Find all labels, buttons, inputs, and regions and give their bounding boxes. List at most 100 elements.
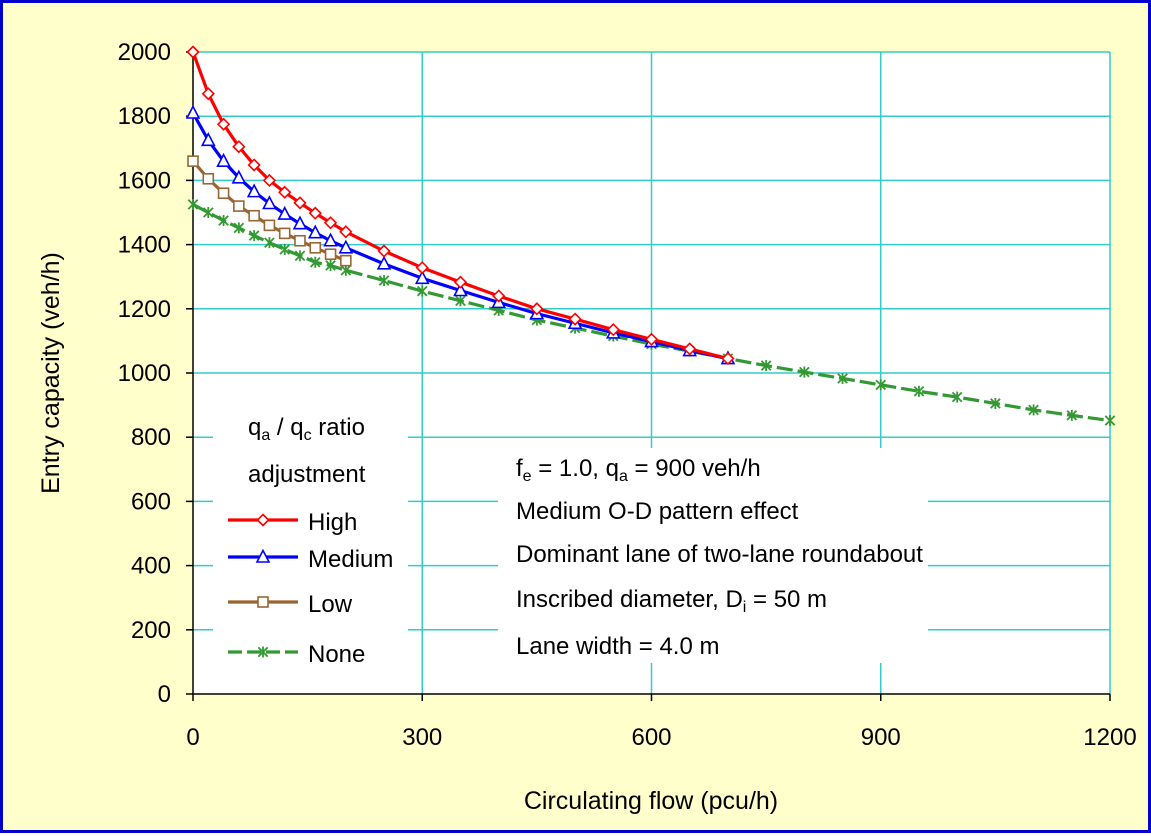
text-part: f (516, 455, 523, 482)
x-axis-label: Circulating flow (pcu/h) (524, 787, 778, 815)
subscript-text: c (304, 427, 312, 444)
subscript-text: i (743, 599, 747, 616)
star-marker (951, 391, 963, 403)
legend-item-high: High (228, 509, 357, 536)
diamond-marker (232, 140, 246, 154)
diamond-marker (339, 225, 353, 239)
diamond-marker (568, 312, 582, 326)
star-marker (990, 397, 1001, 409)
diamond-marker (186, 45, 200, 59)
star-marker (340, 264, 352, 276)
diamond-marker (377, 244, 391, 258)
annotation-line: Inscribed diameter, Di = 50 m (516, 586, 827, 616)
y-axis-ticks: 0 200 400 600 800 1000 1200 1400 1600 1800 2000 (118, 39, 193, 708)
triangle-marker (414, 270, 430, 285)
legend-title-line2: adjustment (248, 461, 366, 488)
y-tick-label: 2000 (118, 39, 171, 66)
text-part: Dominant lane of two-lane roundabout (516, 541, 923, 568)
triangle-marker (255, 548, 271, 563)
annotations: fe = 1.0, qa = 900 veh/h Medium O-D patte… (516, 455, 923, 660)
y-axis-label: Entry capacity (veh/h) (37, 252, 65, 494)
subscript-text: a (261, 427, 270, 444)
triangle-marker (246, 183, 262, 198)
y-tick-label: 1800 (118, 103, 171, 130)
star-marker (1104, 415, 1116, 427)
triangle-marker (262, 195, 277, 210)
series-low (187, 155, 352, 267)
chart-svg: 0 300 600 900 1200 0 200 400 600 800 1000 1200 1400… (37, 39, 1137, 815)
diamond-marker (721, 351, 735, 366)
text-part: Inscribed diameter, D (516, 586, 743, 613)
annotation-box (498, 448, 928, 663)
x-tick-label: 300 (402, 724, 442, 751)
diamond-marker (216, 117, 231, 131)
diamond-marker (293, 196, 307, 210)
star-marker (325, 259, 336, 271)
square-marker (233, 200, 245, 212)
star-marker (760, 360, 772, 372)
x-tick-label: 0 (186, 724, 199, 751)
star-marker (837, 372, 848, 384)
square-marker (309, 242, 322, 254)
star-marker (202, 207, 214, 218)
triangle-marker (307, 224, 323, 239)
subscript-text: e (523, 468, 532, 485)
diamond-marker (278, 185, 292, 199)
text-part: ratio (312, 414, 365, 441)
star-marker (264, 237, 275, 249)
y-tick-label: 600 (131, 488, 171, 515)
y-tick-label: 1600 (118, 167, 171, 194)
diamond-marker (683, 342, 697, 356)
star-marker (233, 222, 245, 234)
y-tick-label: 1400 (118, 232, 171, 259)
legend-label: Medium (308, 546, 393, 573)
text-part: = 1.0, q (532, 455, 619, 482)
star-marker (248, 230, 260, 242)
star-marker (187, 198, 199, 210)
triangle-marker (277, 205, 293, 220)
star-marker (378, 275, 390, 287)
legend-label: Low (308, 591, 353, 618)
square-marker (202, 172, 215, 185)
legend: qa / qc ratio adjustment High Medium Low None (228, 414, 393, 668)
diamond-marker (308, 206, 322, 220)
star-marker (1028, 404, 1039, 416)
star-marker (799, 366, 810, 378)
annotation-line: fe = 1.0, qa = 900 veh/h (516, 455, 761, 485)
diamond-marker (644, 332, 659, 346)
y-tick-label: 200 (131, 617, 171, 644)
triangle-marker (376, 255, 392, 270)
x-axis-ticks: 0 300 600 900 1200 (186, 694, 1137, 751)
star-marker (309, 256, 321, 268)
star-marker (416, 285, 428, 297)
square-marker (340, 254, 352, 267)
triangle-marker (292, 215, 308, 230)
x-tick-label: 1200 (1083, 724, 1136, 751)
text-part: q (248, 414, 261, 441)
diamond-marker (201, 87, 215, 101)
text-part: / q (270, 414, 303, 441)
star-marker (279, 243, 291, 255)
star-marker (218, 215, 229, 227)
y-tick-label: 800 (131, 424, 171, 451)
triangle-marker (338, 239, 354, 254)
diamond-marker (606, 323, 620, 337)
series-medium (185, 104, 736, 365)
diamond-marker (453, 275, 468, 289)
square-marker (324, 248, 337, 261)
square-marker (217, 187, 230, 200)
legend-title: qa / qc ratio (248, 414, 365, 444)
diamond-marker (262, 173, 277, 188)
square-marker (294, 234, 306, 247)
annotation-line: Lane width = 4.0 m (516, 633, 719, 660)
diamond-marker (492, 289, 506, 303)
diamond-marker (247, 158, 261, 172)
legend-label: None (308, 641, 365, 668)
series-layer (185, 45, 1116, 427)
triangle-marker (216, 152, 231, 167)
triangle-marker (453, 282, 468, 297)
diamond-marker (256, 513, 270, 527)
square-marker (187, 155, 199, 167)
series-none (187, 198, 1116, 427)
